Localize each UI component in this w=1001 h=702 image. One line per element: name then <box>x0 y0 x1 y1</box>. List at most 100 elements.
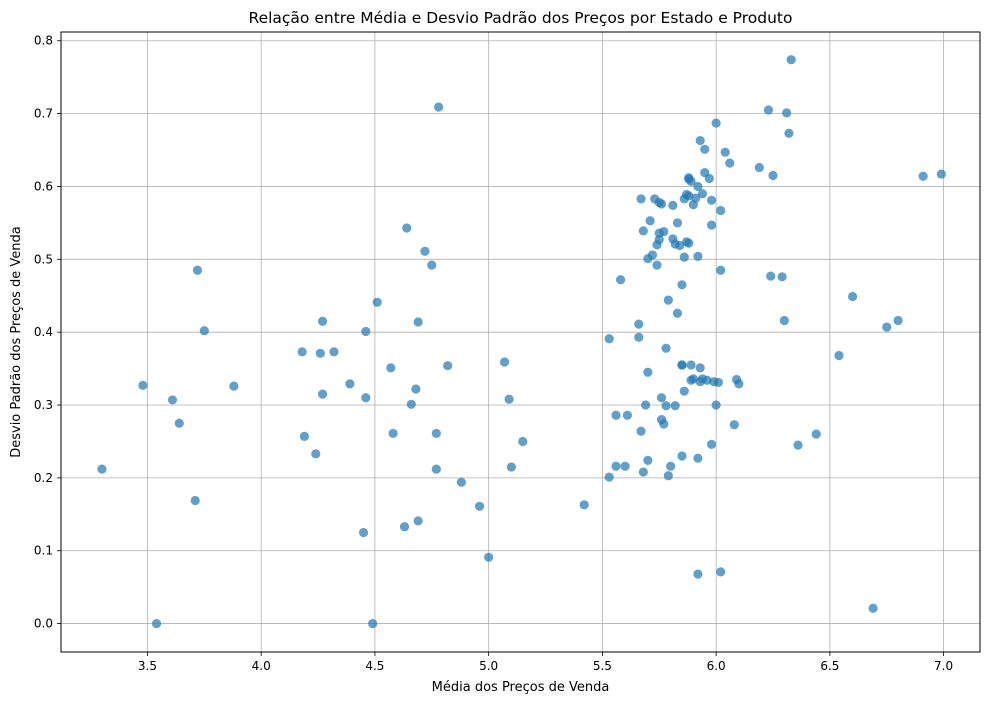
data-points <box>97 55 946 629</box>
y-tick-label: 0.6 <box>34 179 53 193</box>
data-point <box>368 618 378 629</box>
data-point <box>777 272 787 282</box>
data-point <box>811 429 821 439</box>
data-point <box>656 393 667 403</box>
data-point <box>643 455 653 465</box>
data-point <box>868 603 878 613</box>
data-point <box>420 246 430 256</box>
data-point <box>311 449 321 459</box>
y-tick-label: 0.2 <box>34 471 53 485</box>
y-axis-label: Desvio Padrão dos Preços de Venda <box>9 226 24 458</box>
data-point <box>702 375 712 385</box>
data-point <box>706 439 717 449</box>
data-point <box>691 193 701 203</box>
data-point <box>190 495 200 506</box>
data-point <box>506 462 517 472</box>
data-point <box>666 461 676 471</box>
data-point <box>434 102 444 112</box>
data-point <box>151 618 162 629</box>
data-point <box>663 295 673 305</box>
data-point <box>693 251 703 261</box>
data-point <box>604 472 614 482</box>
data-point <box>936 169 946 179</box>
data-point <box>716 567 726 577</box>
data-point <box>638 467 648 477</box>
data-point <box>634 319 644 329</box>
data-point <box>766 271 776 281</box>
data-point <box>97 464 107 474</box>
data-point <box>484 552 494 562</box>
data-point <box>834 350 844 361</box>
data-point <box>406 399 416 409</box>
data-point <box>782 108 792 118</box>
data-point <box>411 384 421 394</box>
data-point <box>615 275 626 285</box>
y-tick-label: 0.7 <box>34 107 53 121</box>
data-point <box>693 569 703 579</box>
x-axis-label: Média dos Preços de Venda <box>432 680 610 695</box>
data-point <box>706 195 717 205</box>
data-point <box>656 199 667 209</box>
data-point <box>716 265 726 275</box>
data-point <box>604 334 614 344</box>
data-point <box>693 181 703 192</box>
data-point <box>848 291 858 302</box>
data-point <box>636 426 646 436</box>
data-point <box>711 118 721 128</box>
data-point <box>611 410 621 420</box>
data-point <box>518 436 528 447</box>
data-point <box>645 216 655 226</box>
data-point <box>474 501 485 511</box>
data-point <box>918 171 928 181</box>
data-point <box>704 173 714 184</box>
data-point <box>372 297 382 307</box>
x-axis-ticks: 3.5 4.0 4.5 5.0 5.5 6.0 6.5 7.0 <box>138 652 953 673</box>
y-tick-label: 0.1 <box>34 544 53 558</box>
data-point <box>720 147 730 157</box>
data-point <box>399 522 410 532</box>
x-tick-label: 7.0 <box>934 659 953 673</box>
data-point <box>652 260 662 270</box>
data-point <box>456 477 466 487</box>
x-tick-label: 3.5 <box>138 659 157 673</box>
data-point <box>402 223 412 233</box>
data-point <box>499 357 510 367</box>
data-point <box>786 55 796 65</box>
data-point <box>675 240 685 251</box>
data-point <box>725 158 735 168</box>
data-point <box>620 461 630 471</box>
data-point <box>622 410 633 420</box>
data-point <box>358 527 369 538</box>
x-tick-label: 4.5 <box>365 659 384 673</box>
x-tick-label: 5.5 <box>593 659 612 673</box>
data-point <box>695 135 705 146</box>
y-tick-label: 0.8 <box>34 34 53 48</box>
data-point <box>579 500 589 510</box>
grid <box>61 32 980 652</box>
data-point <box>386 363 396 373</box>
data-point <box>695 363 705 373</box>
data-point <box>793 440 803 450</box>
data-point <box>659 227 669 237</box>
data-point <box>361 393 371 403</box>
data-point <box>138 380 148 390</box>
x-tick-label: 4.0 <box>252 659 271 673</box>
data-point <box>663 471 673 481</box>
data-point <box>697 189 708 199</box>
data-point <box>672 218 683 228</box>
data-point <box>431 464 441 474</box>
data-point <box>661 343 671 353</box>
data-point <box>779 315 789 326</box>
data-point <box>716 205 726 216</box>
data-point <box>647 250 658 260</box>
plot-frame <box>60 31 981 653</box>
data-point <box>634 332 644 342</box>
data-point <box>641 400 651 410</box>
chart-title: Relação entre Média e Desvio Padrão dos … <box>249 9 793 27</box>
data-point <box>754 162 764 173</box>
data-point <box>700 144 710 154</box>
data-point <box>192 265 203 275</box>
data-point <box>297 347 307 357</box>
data-point <box>329 347 339 357</box>
